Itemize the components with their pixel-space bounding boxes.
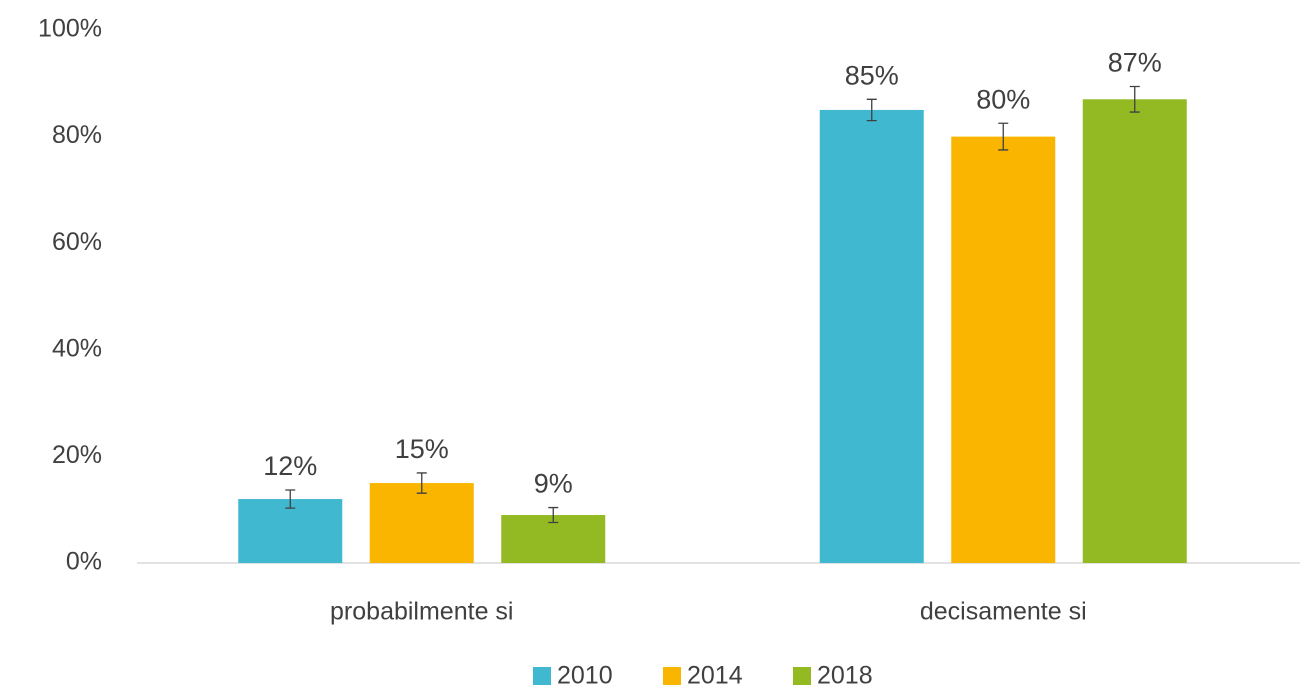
x-tick-label: decisamente si — [920, 598, 1087, 626]
legend-label: 2014 — [687, 662, 743, 690]
error-bar — [866, 98, 877, 122]
bar — [951, 136, 1056, 563]
error-bar — [285, 489, 296, 509]
error-bar — [548, 506, 559, 524]
bar — [369, 483, 474, 563]
bar — [819, 109, 924, 563]
legend-label: 2018 — [817, 662, 873, 690]
data-label: 85% — [845, 60, 899, 90]
y-tick-label: 40% — [52, 334, 102, 362]
bar — [1082, 99, 1187, 563]
legend-swatch — [533, 667, 551, 685]
y-tick-label: 20% — [52, 441, 102, 469]
data-label: 12% — [263, 451, 317, 481]
error-bar — [416, 472, 427, 494]
y-tick-label: 80% — [52, 121, 102, 149]
y-tick-label: 0% — [66, 548, 102, 576]
data-label: 80% — [976, 84, 1030, 114]
data-label: 15% — [395, 434, 449, 464]
error-bar — [1129, 85, 1140, 113]
bar — [238, 499, 343, 563]
data-label: 9% — [534, 469, 573, 499]
y-tick-label: 60% — [52, 228, 102, 256]
legend-swatch — [793, 667, 811, 685]
data-label: 87% — [1108, 48, 1162, 78]
legend-swatch — [663, 667, 681, 685]
x-tick-label: probabilmente si — [330, 598, 513, 626]
y-tick-label: 100% — [38, 15, 102, 43]
legend-label: 2010 — [557, 662, 613, 690]
error-bar — [998, 122, 1009, 151]
